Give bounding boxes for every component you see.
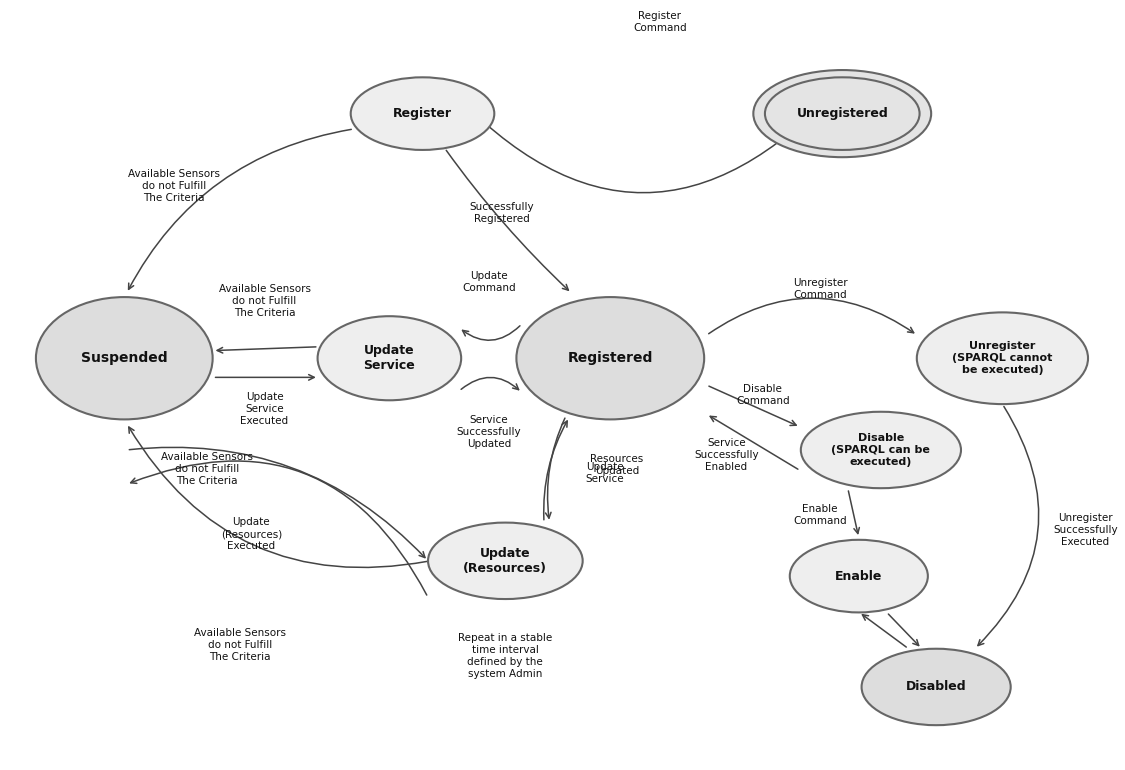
- Ellipse shape: [351, 77, 494, 150]
- Text: Update
(Resources)
Executed: Update (Resources) Executed: [220, 517, 282, 551]
- Text: Available Sensors
do not Fulfill
The Criteria: Available Sensors do not Fulfill The Cri…: [161, 452, 253, 486]
- Text: Available Sensors
do not Fulfill
The Criteria: Available Sensors do not Fulfill The Cri…: [218, 284, 310, 318]
- Text: Successfully
Registered: Successfully Registered: [470, 202, 534, 224]
- Ellipse shape: [790, 540, 928, 612]
- Ellipse shape: [862, 649, 1010, 725]
- Text: Update
(Resources): Update (Resources): [464, 547, 548, 575]
- Text: Disable
Command: Disable Command: [736, 384, 790, 406]
- Text: Enable
Command: Enable Command: [793, 504, 847, 526]
- Text: Unregistered: Unregistered: [796, 107, 888, 120]
- Ellipse shape: [36, 297, 213, 420]
- Ellipse shape: [317, 316, 461, 400]
- Ellipse shape: [516, 297, 704, 420]
- Text: Unregister
(SPARQL cannot
be executed): Unregister (SPARQL cannot be executed): [952, 341, 1053, 375]
- Text: Enable: Enable: [835, 570, 882, 583]
- Text: Disable
(SPARQL can be
executed): Disable (SPARQL can be executed): [831, 433, 930, 467]
- Text: Available Sensors
do not Fulfill
The Criteria: Available Sensors do not Fulfill The Cri…: [195, 628, 286, 662]
- Text: Service
Successfully
Enabled: Service Successfully Enabled: [694, 438, 758, 472]
- Text: Unregister
Successfully
Executed: Unregister Successfully Executed: [1053, 514, 1117, 547]
- Text: Repeat in a stable
time interval
defined by the
system Admin: Repeat in a stable time interval defined…: [458, 634, 552, 679]
- Text: Unregister
Command: Unregister Command: [793, 279, 847, 300]
- Text: Update
Service
Executed: Update Service Executed: [241, 393, 289, 427]
- Text: Update
Service: Update Service: [363, 344, 415, 373]
- Text: Register
Command: Register Command: [633, 11, 686, 33]
- Ellipse shape: [765, 77, 919, 150]
- Text: Update
Command: Update Command: [462, 271, 515, 293]
- Text: Service
Successfully
Updated: Service Successfully Updated: [457, 415, 521, 450]
- Ellipse shape: [754, 70, 931, 157]
- Text: Resources
Updated: Resources Updated: [591, 454, 643, 477]
- Text: Disabled: Disabled: [906, 681, 966, 694]
- Ellipse shape: [801, 412, 961, 488]
- Text: Register: Register: [393, 107, 452, 120]
- Ellipse shape: [428, 523, 583, 599]
- Text: Available Sensors
do not Fulfill
The Criteria: Available Sensors do not Fulfill The Cri…: [128, 169, 220, 203]
- Text: Registered: Registered: [568, 351, 652, 365]
- Text: Suspended: Suspended: [81, 351, 168, 365]
- Text: Update
Service: Update Service: [585, 462, 624, 484]
- Ellipse shape: [917, 313, 1088, 404]
